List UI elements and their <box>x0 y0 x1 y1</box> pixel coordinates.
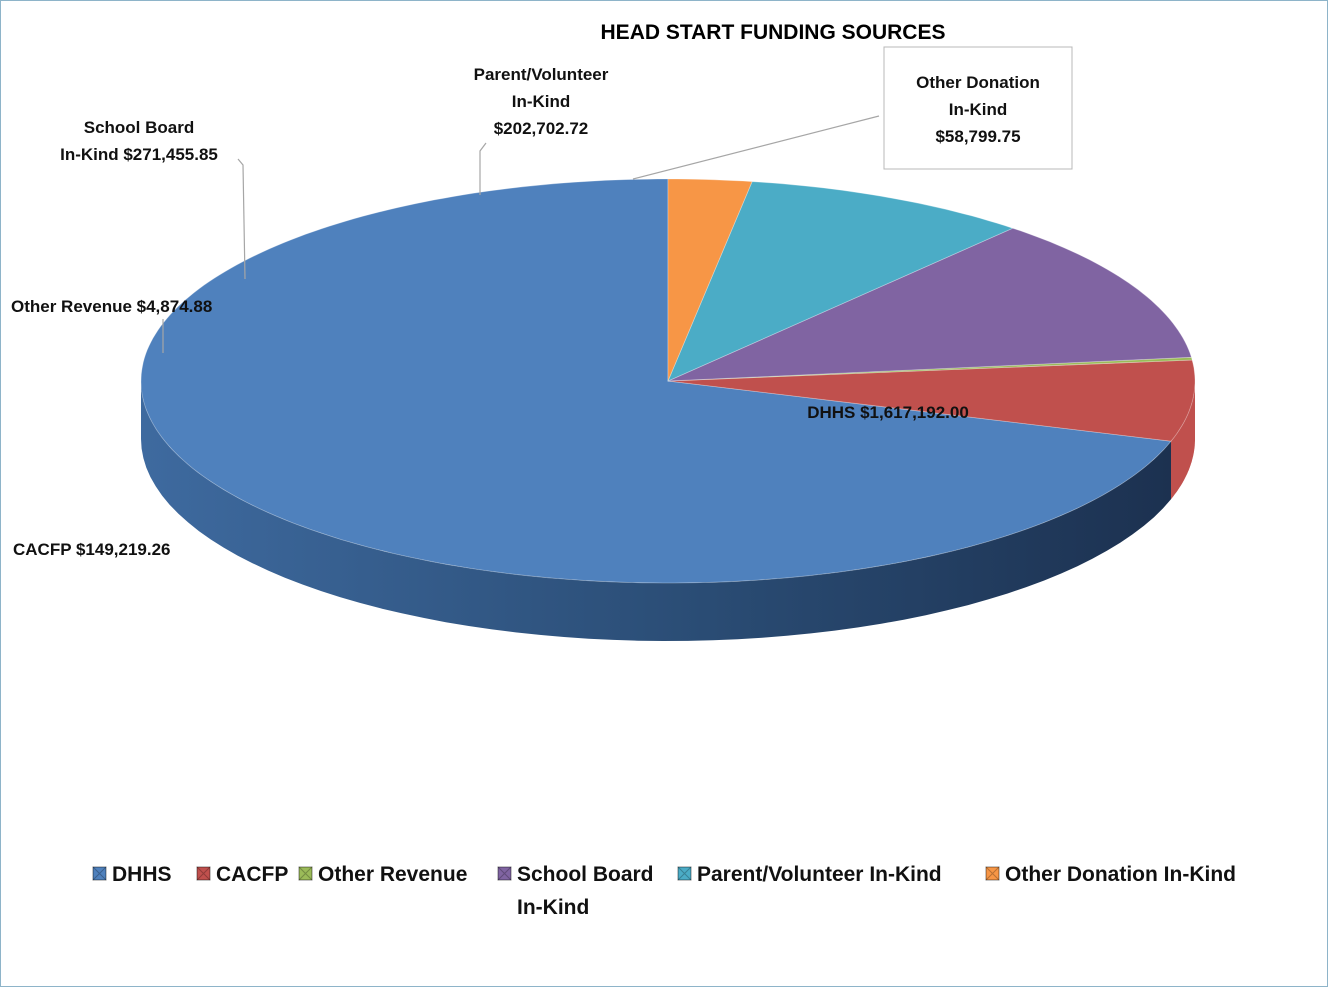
pie-top <box>140 178 1196 584</box>
label-box-other-donation <box>883 46 1073 170</box>
leader-lines <box>162 46 1073 353</box>
leader-line <box>237 158 246 280</box>
leader-line <box>479 142 487 195</box>
legend-item: CACFP <box>196 863 288 886</box>
legend-item: DHHS <box>92 863 172 886</box>
legend-item: Parent/Volunteer In-Kind <box>677 863 942 886</box>
pie-slice-school-board-in-kind <box>667 227 1192 382</box>
legend-swatch <box>92 866 107 881</box>
data-label: School Board In-Kind $271,455.85 <box>60 118 218 164</box>
legend-item: School Board In-Kind <box>497 863 654 919</box>
pie-slice-cacfp <box>667 359 1196 442</box>
legend-item: Other Donation In-Kind <box>985 863 1236 886</box>
legend-label: DHHS <box>112 863 172 886</box>
legend-label: Other Donation In-Kind <box>1005 863 1236 886</box>
chart-title: HEAD START FUNDING SOURCES <box>601 21 946 44</box>
data-label: Other Donation In-Kind $58,799.75 <box>916 73 1040 146</box>
legend-swatch <box>677 866 692 881</box>
legend-item: Other Revenue <box>298 863 467 886</box>
pie-slice-other-revenue <box>667 356 1193 382</box>
data-labels: DHHS $1,617,192.00 CACFP $149,219.26 Other… <box>11 65 1040 559</box>
data-label: Parent/Volunteer In-Kind $202,702.72 <box>474 65 609 138</box>
legend-label: Other Revenue <box>318 863 467 886</box>
legend-label: CACFP <box>216 863 288 886</box>
pie-slice-dhhs <box>140 178 1172 584</box>
pie-slice-parent-volunteer-in-kind <box>667 181 1014 382</box>
data-label: Other Revenue $4,874.88 <box>11 297 212 316</box>
legend: DHHS CACFP Other Revenue School Board In-Kin… <box>92 863 1236 919</box>
legend-swatch <box>196 866 211 881</box>
legend-swatch <box>298 866 313 881</box>
data-label: CACFP $149,219.26 <box>13 540 171 559</box>
pie-side-1 <box>1171 381 1195 500</box>
legend-label: Parent/Volunteer In-Kind <box>697 863 942 886</box>
pie-sides <box>141 381 1195 641</box>
leader-line <box>632 115 880 180</box>
legend-label: School Board In-Kind <box>517 863 654 919</box>
pie-slice-other-donation-in-kind <box>667 178 753 382</box>
legend-swatch <box>497 866 512 881</box>
data-label: DHHS $1,617,192.00 <box>807 403 969 422</box>
legend-swatch <box>985 866 1000 881</box>
pie-side-0 <box>141 381 1171 641</box>
